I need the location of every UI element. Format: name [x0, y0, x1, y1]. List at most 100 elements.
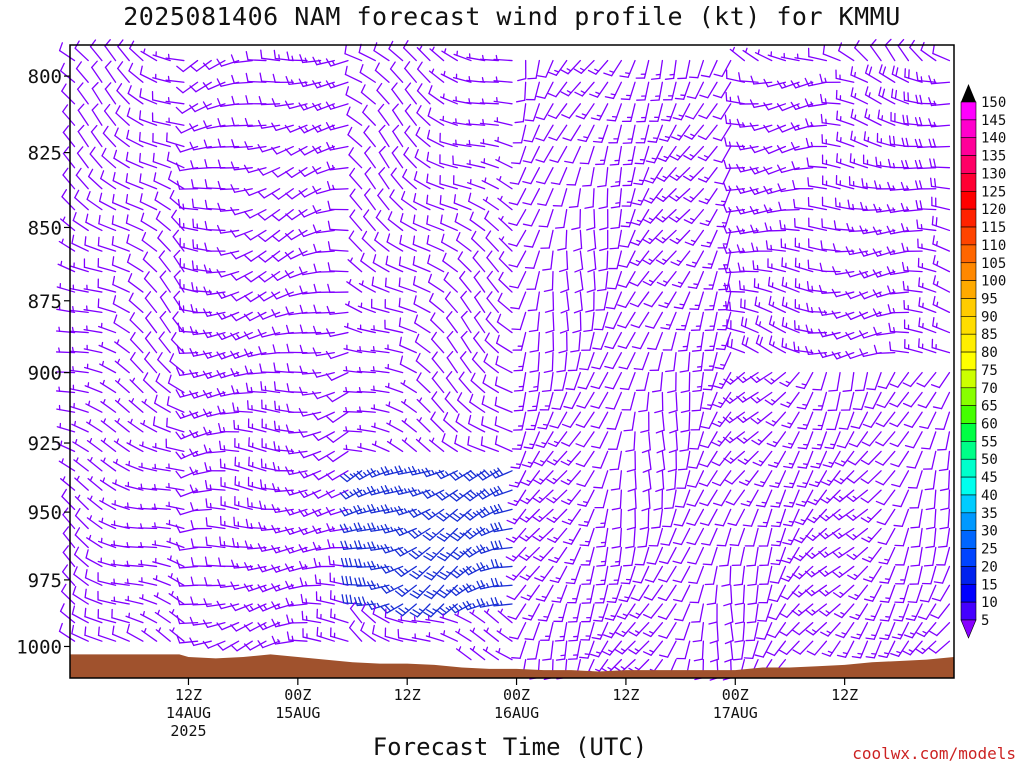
- wind-barb: [846, 222, 869, 233]
- wind-barb: [76, 146, 89, 169]
- wind-barb: [932, 295, 951, 314]
- wind-barb: [483, 353, 499, 374]
- wind-barb: [686, 489, 705, 507]
- wind-barb: [763, 185, 787, 195]
- wind-barb: [929, 158, 951, 169]
- wind-barb: [204, 462, 226, 472]
- wind-barb: [548, 124, 568, 141]
- wind-barb: [459, 270, 472, 293]
- wind-barb: [138, 131, 158, 148]
- wind-barb: [190, 520, 212, 530]
- wind-barb: [375, 209, 390, 232]
- wind-barb: [525, 81, 540, 101]
- wind-barb: [313, 263, 335, 273]
- wind-barb: [637, 527, 650, 548]
- wind-barb: [630, 208, 650, 226]
- wind-barb: [129, 331, 144, 354]
- wind-barb: [712, 81, 732, 99]
- wind-barb: [298, 167, 322, 177]
- wind-barb: [711, 411, 732, 428]
- wind-barb: [496, 334, 513, 354]
- wind-barb: [513, 391, 527, 412]
- wind-barb: [429, 292, 445, 314]
- wind-barb: [360, 252, 376, 273]
- wind-barb: [356, 387, 376, 394]
- wind-barb: [595, 508, 609, 529]
- wind-barb: [687, 546, 705, 565]
- wind-barb: [190, 596, 212, 606]
- wind-barb: [137, 541, 158, 549]
- wind-barb: [489, 503, 513, 515]
- wind-barb: [380, 504, 404, 514]
- wind-barb: [749, 206, 773, 215]
- wind-barb: [372, 624, 390, 642]
- wind-barb: [765, 411, 787, 427]
- wind-barb: [593, 603, 609, 622]
- wind-barb: [723, 159, 746, 170]
- wind-barb: [542, 250, 554, 271]
- wind-barb: [833, 603, 855, 619]
- wind-barb: [558, 331, 568, 354]
- wind-barb: [619, 229, 636, 248]
- wind-barb: [298, 407, 322, 417]
- wind-barb: [216, 224, 240, 234]
- wind-barb: [114, 418, 130, 433]
- wind-barb: [284, 526, 308, 535]
- wind-barb: [605, 391, 623, 410]
- wind-barb: [91, 60, 103, 83]
- wind-barb: [312, 325, 335, 335]
- colorbar-label: 115: [981, 220, 1006, 236]
- wind-barb: [508, 188, 527, 206]
- wind-barb: [578, 508, 595, 527]
- wind-barb: [736, 163, 759, 173]
- wind-barb: [178, 218, 199, 232]
- wind-barb: [930, 371, 951, 389]
- wind-barb: [191, 198, 212, 211]
- wind-barb: [402, 168, 417, 190]
- wind-barb: [794, 53, 814, 62]
- wind-barb: [216, 621, 240, 631]
- wind-barb: [509, 621, 527, 640]
- wind-barb: [453, 50, 472, 62]
- wind-barb: [836, 431, 855, 449]
- colorbar-label: 65: [981, 399, 998, 415]
- wind-barb: [708, 603, 718, 625]
- wind-barb: [177, 322, 199, 334]
- wind-barb: [473, 270, 486, 293]
- wind-barb: [389, 61, 404, 83]
- wind-barb: [397, 615, 417, 624]
- wind-barb: [75, 61, 89, 83]
- wind-barb: [610, 470, 623, 491]
- wind-barb: [494, 376, 513, 394]
- wind-barb: [189, 429, 212, 439]
- wind-barb: [757, 508, 773, 528]
- wind-barb: [583, 311, 595, 332]
- wind-barb: [763, 78, 787, 88]
- wind-barb: [366, 485, 390, 496]
- wind-barb: [699, 208, 718, 226]
- wind-barb: [655, 250, 677, 265]
- wind-barb: [793, 527, 814, 544]
- wind-barb: [886, 204, 910, 214]
- wind-barb: [699, 508, 718, 526]
- wind-barb: [690, 411, 705, 431]
- colorbar-label: 90: [981, 309, 998, 325]
- wind-barb: [327, 200, 349, 211]
- wind-barb: [364, 167, 376, 190]
- wind-barb: [140, 48, 158, 62]
- wind-barb: [834, 450, 855, 467]
- wind-barb: [159, 290, 171, 314]
- wind-barb: [620, 81, 636, 101]
- wind-barb: [878, 64, 896, 83]
- wind-barb: [593, 311, 609, 331]
- wind-barb: [97, 257, 117, 273]
- wind-barb: [738, 470, 759, 486]
- wind-barb: [879, 603, 896, 622]
- wind-barb: [558, 250, 569, 273]
- wind-barb: [579, 145, 595, 165]
- wind-barb: [508, 470, 527, 488]
- wind-barb: [687, 450, 705, 469]
- wind-barb: [931, 215, 951, 232]
- wind-barb: [932, 44, 951, 62]
- wind-barb: [547, 103, 568, 119]
